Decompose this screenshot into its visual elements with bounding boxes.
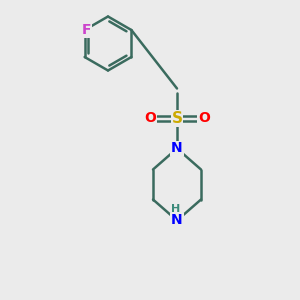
Text: N: N [171, 214, 183, 227]
Text: S: S [172, 111, 182, 126]
Text: O: O [144, 112, 156, 125]
Text: O: O [198, 112, 210, 125]
Text: F: F [81, 23, 91, 37]
Text: N: N [171, 142, 183, 155]
Text: H: H [171, 204, 180, 214]
